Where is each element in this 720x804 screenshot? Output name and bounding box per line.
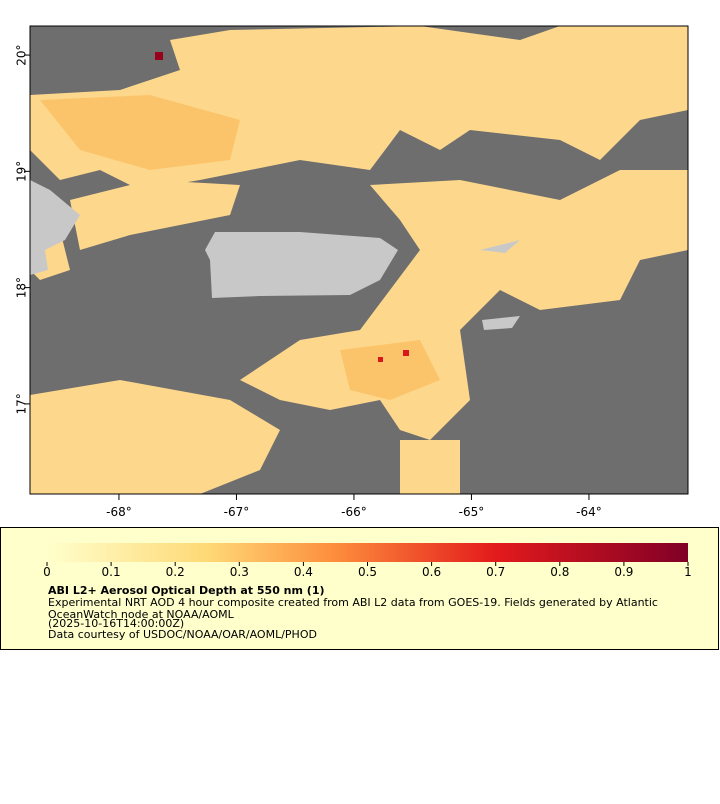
x-tick-label: -67° [224,505,250,519]
legend-title: ABI L2+ Aerosol Optical Depth at 550 nm … [48,584,325,597]
colorbar-tick-label: 0.1 [102,565,121,579]
legend: ABI L2+ Aerosol Optical Depth at 550 nm … [48,584,658,641]
colorbar-tick-label: 0.2 [166,565,185,579]
x-tick-label: -68° [106,505,132,519]
colorbar-tick-label: 0.4 [294,565,313,579]
map-frame [29,25,689,495]
y-tick-label: 20° [15,44,29,65]
colorbar-tick-label: 0 [43,565,51,579]
x-tick-label: -64° [576,505,602,519]
map-area [30,26,688,494]
y-tick-label: 17° [15,393,29,414]
legend-line: Data courtesy of USDOC/NOAA/OAR/AOML/PHO… [48,628,317,641]
y-tick-label: 19° [15,161,29,182]
colorbar-tick-label: 0.9 [614,565,633,579]
colorbar-tick-label: 0.3 [230,565,249,579]
legend-line: (2025-10-16T14:00:00Z) [48,617,184,630]
x-tick-label: -66° [341,505,367,519]
x-tick-label: -65° [459,505,485,519]
colorbar-tick-label: 0.7 [486,565,505,579]
legend-line: Experimental NRT AOD 4 hour composite cr… [48,596,658,609]
colorbar-tick-label: 0.6 [422,565,441,579]
colorbar-tick-label: 0.5 [358,565,377,579]
colorbar [47,543,688,562]
colorbar-tick-label: 0.8 [550,565,569,579]
y-tick-label: 18° [15,277,29,298]
colorbar-tick-label: 1 [684,565,692,579]
legend-line: OceanWatch node at NOAA/AOML [48,608,235,621]
